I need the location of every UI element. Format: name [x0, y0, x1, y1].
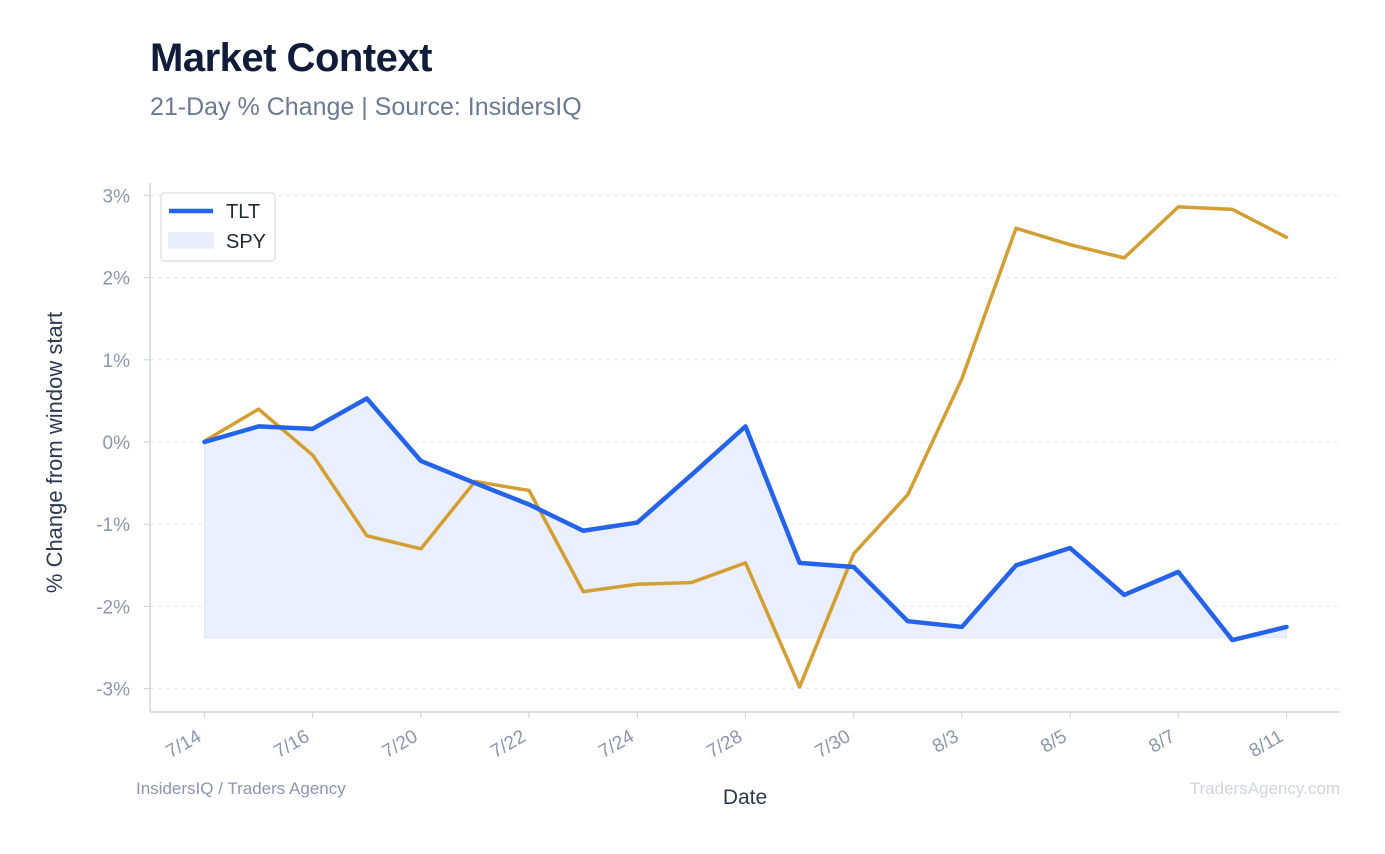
footer-watermark: TradersAgency.com: [1189, 779, 1340, 798]
footer-credit: InsidersIQ / Traders Agency: [136, 779, 346, 798]
y-tick-label: 0%: [103, 433, 131, 454]
y-tick-label: 3%: [103, 186, 131, 207]
y-axis-label: % Change from window start: [42, 312, 67, 593]
x-axis-label: Date: [723, 786, 767, 809]
y-tick-label: 1%: [103, 351, 131, 372]
y-tick-label: -3%: [96, 680, 130, 701]
x-tick-label: 7/28: [703, 726, 746, 763]
series: [202, 205, 1289, 689]
legend: TLT SPY: [160, 192, 276, 262]
x-tick-label: 7/24: [595, 726, 638, 763]
y-tick-label: -2%: [96, 597, 130, 618]
series-line-tlt: [202, 396, 1289, 643]
x-tick-label: 7/20: [379, 726, 422, 763]
series-line-spy: [202, 205, 1289, 689]
y-tick-label: -1%: [96, 515, 130, 536]
x-tick-label: 7/22: [487, 726, 530, 763]
x-ticks: 7/14 7/16 7/20 7/22 7/24 7/28 7/30 8/3 8/5 8/7 8/1…: [162, 712, 1288, 763]
chart-subtitle: 21-Day % Change | Source: InsidersIQ: [150, 93, 582, 121]
series-fill-area: [204, 397, 1287, 641]
x-tick-label: 8/7: [1145, 726, 1178, 757]
x-tick-label: 7/16: [271, 726, 314, 763]
x-tick-label: 8/5: [1037, 726, 1070, 757]
y-ticks: 3% 2% 1% 0% -1% -2% -3%: [96, 186, 150, 701]
y-tick-label: 2%: [103, 269, 131, 290]
x-tick-label: 8/3: [929, 726, 962, 757]
x-tick-label: 8/11: [1246, 726, 1287, 762]
x-tick-label: 7/14: [162, 726, 205, 763]
legend-label-spy: SPY: [226, 231, 266, 253]
legend-swatch-spy: [168, 232, 214, 249]
x-tick-label: 7/30: [812, 726, 855, 763]
legend-label-tlt: TLT: [226, 201, 260, 223]
chart-title: Market Context: [150, 36, 432, 80]
